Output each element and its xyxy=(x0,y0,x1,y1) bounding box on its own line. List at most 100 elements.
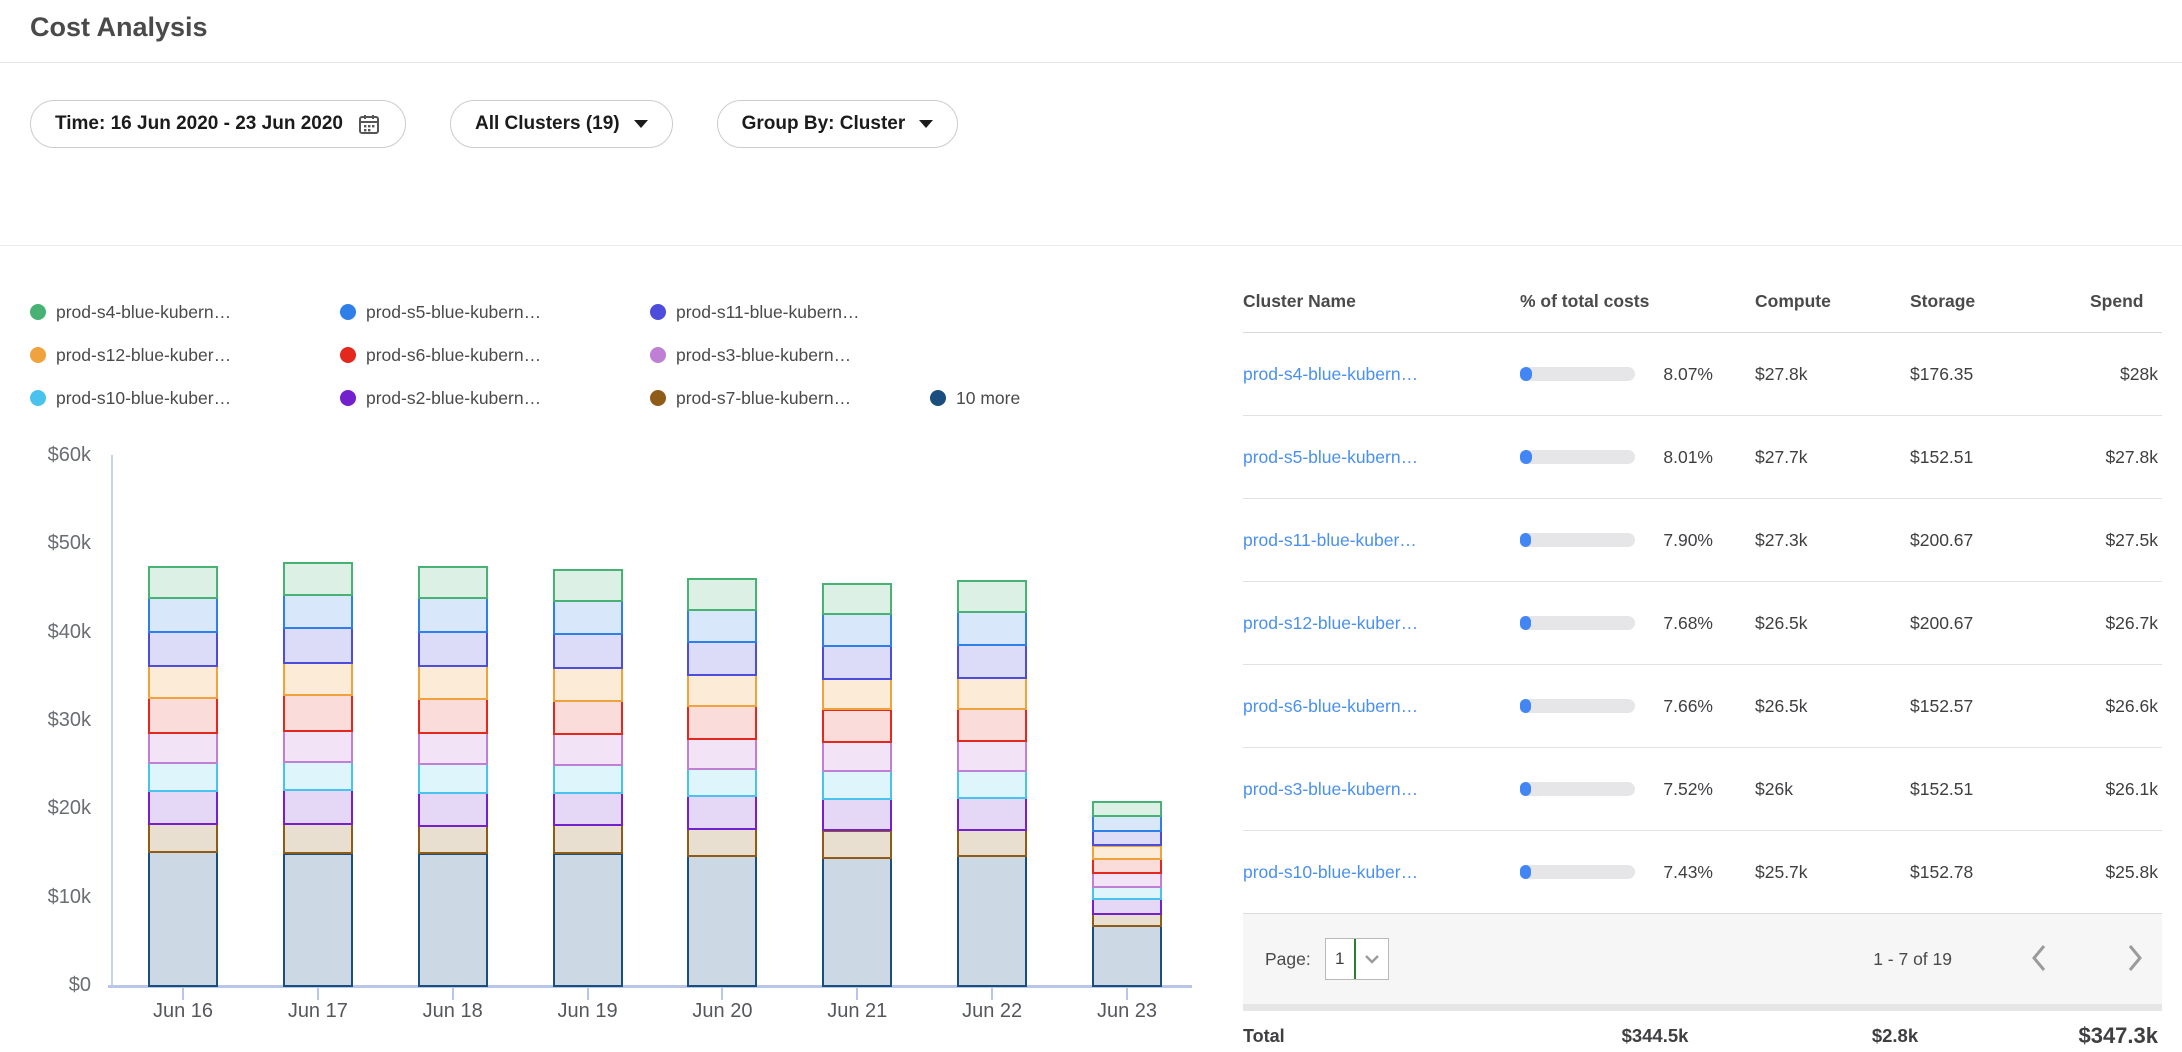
bar-segment[interactable] xyxy=(687,609,757,644)
bar-segment[interactable] xyxy=(1092,913,1162,927)
bar-segment[interactable] xyxy=(822,741,892,772)
cluster-name-link[interactable]: prod-s5-blue-kubern… xyxy=(1243,447,1505,468)
bar-segment[interactable] xyxy=(283,694,353,731)
bar-segment[interactable] xyxy=(418,698,488,735)
cluster-name-link[interactable]: prod-s11-blue-kuber… xyxy=(1243,530,1505,551)
bar-segment[interactable] xyxy=(687,674,757,707)
bar-segment[interactable] xyxy=(418,732,488,765)
legend-item[interactable]: prod-s5-blue-kubern… xyxy=(340,297,541,327)
bar-segment[interactable] xyxy=(822,583,892,615)
bar-segment[interactable] xyxy=(822,857,892,987)
bar-segment[interactable] xyxy=(957,708,1027,743)
bar-segment[interactable] xyxy=(553,569,623,602)
bar-segment[interactable] xyxy=(687,768,757,797)
bar-segment[interactable] xyxy=(822,770,892,799)
bar-segment[interactable] xyxy=(822,645,892,680)
legend-item[interactable]: prod-s7-blue-kubern… xyxy=(650,383,851,413)
bar-segment[interactable] xyxy=(957,797,1027,831)
bar-segment[interactable] xyxy=(822,830,892,859)
legend-item[interactable]: prod-s6-blue-kubern… xyxy=(340,340,541,370)
bar-segment[interactable] xyxy=(957,644,1027,679)
bar-segment[interactable] xyxy=(553,733,623,766)
bar-segment[interactable] xyxy=(1092,845,1162,860)
bar-segment[interactable] xyxy=(687,795,757,830)
bar-segment[interactable] xyxy=(148,665,218,699)
legend-item[interactable]: prod-s11-blue-kubern… xyxy=(650,297,860,327)
cluster-name-link[interactable]: prod-s12-blue-kuber… xyxy=(1243,613,1505,634)
bar-segment[interactable] xyxy=(148,790,218,826)
bar-segment[interactable] xyxy=(1092,858,1162,874)
bar-segment[interactable] xyxy=(822,613,892,647)
legend-item[interactable]: prod-s3-blue-kubern… xyxy=(650,340,851,370)
cluster-name-link[interactable]: prod-s4-blue-kubern… xyxy=(1243,364,1505,385)
bar-segment[interactable] xyxy=(1092,898,1162,915)
bar-segment[interactable] xyxy=(283,823,353,854)
bar-segment[interactable] xyxy=(283,853,353,988)
bar-segment[interactable] xyxy=(148,851,218,987)
next-page-button[interactable] xyxy=(2126,943,2144,976)
cluster-name-link[interactable]: prod-s3-blue-kubern… xyxy=(1243,779,1505,800)
bar-segment[interactable] xyxy=(553,792,623,827)
bar-segment[interactable] xyxy=(283,627,353,664)
bar-segment[interactable] xyxy=(822,678,892,711)
bar-segment[interactable] xyxy=(148,597,218,633)
legend-item[interactable]: prod-s12-blue-kuber… xyxy=(30,340,231,370)
previous-page-button[interactable] xyxy=(2030,943,2048,976)
bar-segment[interactable] xyxy=(1092,815,1162,833)
bar-segment[interactable] xyxy=(822,709,892,744)
bar-segment[interactable] xyxy=(418,763,488,793)
bar-segment[interactable] xyxy=(1092,801,1162,816)
bar-segment[interactable] xyxy=(148,762,218,791)
bar-segment[interactable] xyxy=(553,633,623,669)
legend-item[interactable]: 10 more xyxy=(930,383,1020,413)
bar-segment[interactable] xyxy=(1092,886,1162,900)
page-select[interactable]: 1 xyxy=(1325,938,1389,980)
bar-segment[interactable] xyxy=(283,562,353,596)
bar-segment[interactable] xyxy=(1092,872,1162,888)
bar-segment[interactable] xyxy=(553,600,623,636)
cluster-name-link[interactable]: prod-s6-blue-kubern… xyxy=(1243,696,1505,717)
bar-segment[interactable] xyxy=(418,853,488,988)
bar-segment[interactable] xyxy=(283,662,353,697)
bar-segment[interactable] xyxy=(553,824,623,854)
bar-segment[interactable] xyxy=(687,578,757,611)
bar-segment[interactable] xyxy=(553,667,623,702)
cluster-name-link[interactable]: prod-s10-blue-kuber… xyxy=(1243,862,1505,883)
bar-segment[interactable] xyxy=(687,705,757,740)
bar-segment[interactable] xyxy=(1092,830,1162,846)
bar-segment[interactable] xyxy=(418,597,488,633)
bar-segment[interactable] xyxy=(957,855,1027,987)
bar-segment[interactable] xyxy=(148,697,218,734)
bar-segment[interactable] xyxy=(283,594,353,630)
bar-segment[interactable] xyxy=(418,665,488,700)
bar-segment[interactable] xyxy=(957,677,1027,710)
bar-segment[interactable] xyxy=(957,770,1027,799)
bar-segment[interactable] xyxy=(418,792,488,828)
bar-segment[interactable] xyxy=(687,828,757,857)
bar-segment[interactable] xyxy=(822,798,892,832)
bar-segment[interactable] xyxy=(148,732,218,765)
bar-segment[interactable] xyxy=(957,740,1027,772)
legend-item[interactable]: prod-s10-blue-kuber… xyxy=(30,383,231,413)
bar-segment[interactable] xyxy=(418,566,488,599)
bar-segment[interactable] xyxy=(687,641,757,676)
bar-segment[interactable] xyxy=(553,764,623,793)
bar-segment[interactable] xyxy=(148,566,218,599)
bar-segment[interactable] xyxy=(283,730,353,763)
bar-segment[interactable] xyxy=(418,631,488,668)
legend-item[interactable]: prod-s4-blue-kubern… xyxy=(30,297,231,327)
bar-segment[interactable] xyxy=(283,789,353,826)
bar-segment[interactable] xyxy=(957,829,1027,858)
bar-segment[interactable] xyxy=(283,761,353,791)
bar-segment[interactable] xyxy=(1092,925,1162,987)
bar-segment[interactable] xyxy=(148,631,218,668)
bar-segment[interactable] xyxy=(957,611,1027,646)
bar-segment[interactable] xyxy=(687,738,757,770)
bar-segment[interactable] xyxy=(687,855,757,987)
bar-segment[interactable] xyxy=(553,700,623,736)
bar-segment[interactable] xyxy=(418,825,488,854)
bar-segment[interactable] xyxy=(553,853,623,988)
bar-segment[interactable] xyxy=(148,823,218,852)
bar-segment[interactable] xyxy=(957,580,1027,613)
legend-item[interactable]: prod-s2-blue-kubern… xyxy=(340,383,541,413)
